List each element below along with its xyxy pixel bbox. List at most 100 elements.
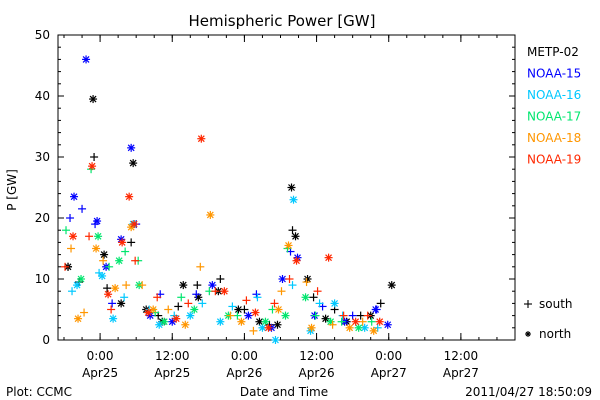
data-point-north xyxy=(82,55,91,64)
data-point-north xyxy=(160,317,169,326)
data-point-south xyxy=(61,262,70,271)
data-point-north xyxy=(301,293,310,302)
data-point-north xyxy=(197,134,206,143)
data-point-south xyxy=(311,311,320,320)
data-point-south xyxy=(288,281,297,290)
legend-marker-label: south xyxy=(539,297,573,311)
data-point-south xyxy=(67,244,76,253)
data-point-south xyxy=(193,281,202,290)
data-point-south xyxy=(85,232,94,241)
legend-star-marker xyxy=(525,331,531,337)
footer-timestamp: 2011/04/27 18:50:09 xyxy=(465,385,592,399)
data-point-north xyxy=(291,232,300,241)
data-point-north xyxy=(271,336,280,344)
data-point-south xyxy=(66,214,75,222)
data-point-south xyxy=(108,299,117,308)
data-point-north xyxy=(93,217,102,226)
data-point-north xyxy=(216,317,225,326)
data-point-south xyxy=(174,302,183,311)
data-point-south xyxy=(196,262,205,271)
data-point-north xyxy=(89,95,98,104)
data-point-south xyxy=(131,256,140,265)
data-point-south xyxy=(184,299,193,308)
data-point-south xyxy=(233,311,242,320)
data-point-south xyxy=(153,293,162,302)
data-point-south xyxy=(328,320,337,329)
data-point-north xyxy=(371,305,380,314)
data-point-north xyxy=(181,320,190,329)
data-point-north xyxy=(109,314,118,323)
data-point-north xyxy=(146,311,155,320)
data-point-north xyxy=(111,284,120,293)
data-point-south xyxy=(242,296,251,305)
data-point-north xyxy=(330,299,339,308)
data-point-north xyxy=(324,253,333,262)
data-point-north xyxy=(351,317,360,326)
data-point-north xyxy=(281,311,290,320)
y-tick-label: 20 xyxy=(35,211,50,225)
data-point-south xyxy=(198,299,207,308)
data-point-south xyxy=(270,299,279,308)
data-point-north xyxy=(98,271,107,280)
data-point-north xyxy=(206,210,215,219)
data-point-north xyxy=(172,314,181,323)
y-axis: 0 10 20 30 40 50 xyxy=(35,28,515,347)
legend-entry: METP-02 xyxy=(527,45,579,59)
data-point-south xyxy=(315,299,324,308)
legend-entry: NOAA-17 xyxy=(527,110,581,124)
data-point-south xyxy=(138,281,147,290)
data-point-south xyxy=(68,287,77,296)
x-tick-label-date: Apr27 xyxy=(443,366,479,380)
data-point-north xyxy=(258,323,267,332)
data-point-north xyxy=(237,317,246,326)
x-tick-label-time: 0:00 xyxy=(231,349,258,363)
data-point-south xyxy=(211,287,220,296)
data-point-south xyxy=(348,311,357,320)
data-point-north xyxy=(125,192,134,201)
data-point-south xyxy=(337,317,346,326)
data-point-north xyxy=(115,256,124,265)
data-point-north xyxy=(273,320,282,329)
data-point-north xyxy=(292,256,301,265)
x-tick-label-time: 12:00 xyxy=(444,349,479,363)
data-point-south xyxy=(367,317,376,326)
data-point-south xyxy=(103,284,112,293)
x-axis: 0:00 Apr25 12:00 Apr25 0:00 Apr26 12:00 Apr26 0:… xyxy=(63,35,516,380)
data-point-south xyxy=(358,317,367,326)
y-tick-label: 40 xyxy=(35,89,50,103)
data-point-south xyxy=(309,293,318,302)
data-point-south xyxy=(80,308,89,317)
data-point-north xyxy=(220,287,229,296)
data-point-north xyxy=(274,305,283,314)
data-point-north xyxy=(287,183,296,192)
data-point-south xyxy=(339,311,348,320)
data-point-south xyxy=(90,153,99,161)
data-point-north xyxy=(100,250,109,259)
data-point-north xyxy=(264,323,273,332)
y-tick-label: 10 xyxy=(35,272,50,286)
data-point-north xyxy=(144,308,153,317)
x-tick-label-date: Apr25 xyxy=(154,366,190,380)
data-point-south xyxy=(62,226,71,235)
data-point-north xyxy=(104,290,113,299)
x-tick-label-date: Apr26 xyxy=(299,366,335,380)
data-point-north xyxy=(129,159,138,168)
data-point-south xyxy=(277,287,286,296)
data-point-south xyxy=(177,293,186,302)
data-point-south xyxy=(363,311,372,320)
x-axis-label: Date and Time xyxy=(240,385,328,399)
legend-marker-label: north xyxy=(539,327,571,341)
data-point-north xyxy=(289,195,298,204)
data-point-north xyxy=(118,238,127,247)
data-point-south xyxy=(356,311,365,320)
data-point-north xyxy=(251,308,260,317)
data-point-south xyxy=(313,287,322,296)
data-point-south xyxy=(285,275,294,283)
legend-entry: NOAA-19 xyxy=(527,153,581,167)
data-point-north xyxy=(345,323,354,332)
data-point-south xyxy=(122,281,131,290)
data-point-south xyxy=(376,299,385,308)
legend-entry: NOAA-15 xyxy=(527,67,581,81)
data-point-south xyxy=(226,311,235,320)
data-point-south xyxy=(78,204,87,213)
